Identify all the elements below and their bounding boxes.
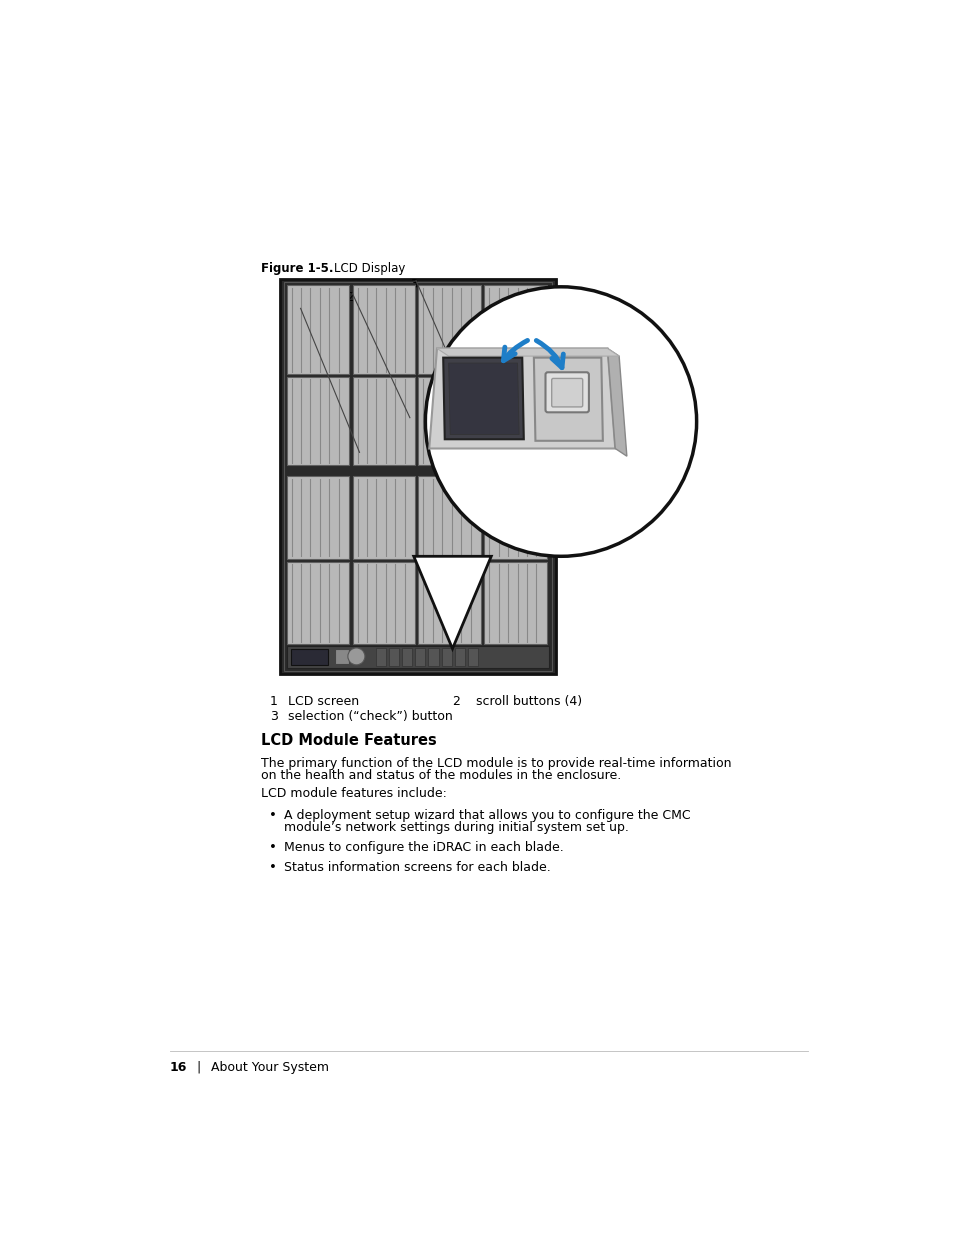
Text: module’s network settings during initial system set up.: module’s network settings during initial… (284, 821, 629, 834)
Bar (286, 377, 349, 466)
Text: LCD screen: LCD screen (288, 695, 359, 708)
Bar (455, 648, 464, 666)
Circle shape (425, 287, 696, 556)
Bar (468, 648, 477, 666)
Bar (353, 562, 415, 645)
Text: |: | (196, 1061, 201, 1073)
Text: 1: 1 (294, 305, 301, 319)
Bar (353, 377, 415, 466)
Bar (484, 285, 546, 374)
Bar (335, 650, 349, 664)
Bar (415, 648, 425, 666)
Bar (418, 377, 480, 466)
Text: 1: 1 (270, 695, 277, 708)
Bar (286, 646, 549, 668)
Bar (418, 562, 480, 645)
Bar (484, 477, 546, 558)
Bar (286, 562, 349, 645)
Bar (375, 648, 385, 666)
Bar (484, 562, 546, 645)
Text: Figure 1-5.: Figure 1-5. (261, 262, 334, 275)
Text: 2: 2 (452, 695, 460, 708)
Text: on the health and status of the modules in the enclosure.: on the health and status of the modules … (261, 769, 620, 782)
Text: About Your System: About Your System (211, 1061, 329, 1073)
FancyBboxPatch shape (551, 378, 582, 406)
Text: The primary function of the LCD module is to provide real-time information: The primary function of the LCD module i… (261, 757, 731, 769)
Bar (428, 648, 438, 666)
Text: •: • (269, 861, 276, 874)
Text: scroll buttons (4): scroll buttons (4) (476, 695, 581, 708)
Polygon shape (414, 556, 491, 648)
Text: 2: 2 (346, 290, 354, 304)
Circle shape (348, 648, 365, 664)
Bar (402, 648, 412, 666)
Polygon shape (448, 363, 518, 435)
Bar (389, 648, 398, 666)
Bar (286, 477, 349, 558)
Bar (283, 282, 552, 671)
Text: A deployment setup wizard that allows you to configure the CMC: A deployment setup wizard that allows yo… (284, 809, 690, 821)
Bar (418, 285, 480, 374)
Text: 3: 3 (410, 278, 416, 290)
Text: •: • (269, 809, 276, 821)
Text: 3: 3 (270, 710, 277, 724)
Bar (418, 477, 480, 558)
Text: LCD module features include:: LCD module features include: (261, 787, 447, 800)
Text: •: • (269, 841, 276, 855)
Text: Menus to configure the iDRAC in each blade.: Menus to configure the iDRAC in each bla… (284, 841, 563, 855)
Bar (291, 648, 328, 664)
Polygon shape (534, 358, 602, 441)
Bar (441, 648, 452, 666)
Bar (353, 477, 415, 558)
FancyBboxPatch shape (545, 372, 588, 412)
Polygon shape (607, 348, 626, 456)
Bar (353, 285, 415, 374)
Polygon shape (443, 358, 523, 440)
Bar (484, 377, 546, 466)
Bar (286, 285, 349, 374)
Text: LCD Display: LCD Display (319, 262, 405, 275)
Text: LCD Module Features: LCD Module Features (261, 734, 436, 748)
Text: selection (“check”) button: selection (“check”) button (288, 710, 453, 724)
Text: Status information screens for each blade.: Status information screens for each blad… (284, 861, 551, 874)
Bar (280, 279, 555, 674)
Polygon shape (436, 348, 618, 356)
Polygon shape (429, 348, 615, 448)
Text: 16: 16 (170, 1061, 187, 1073)
